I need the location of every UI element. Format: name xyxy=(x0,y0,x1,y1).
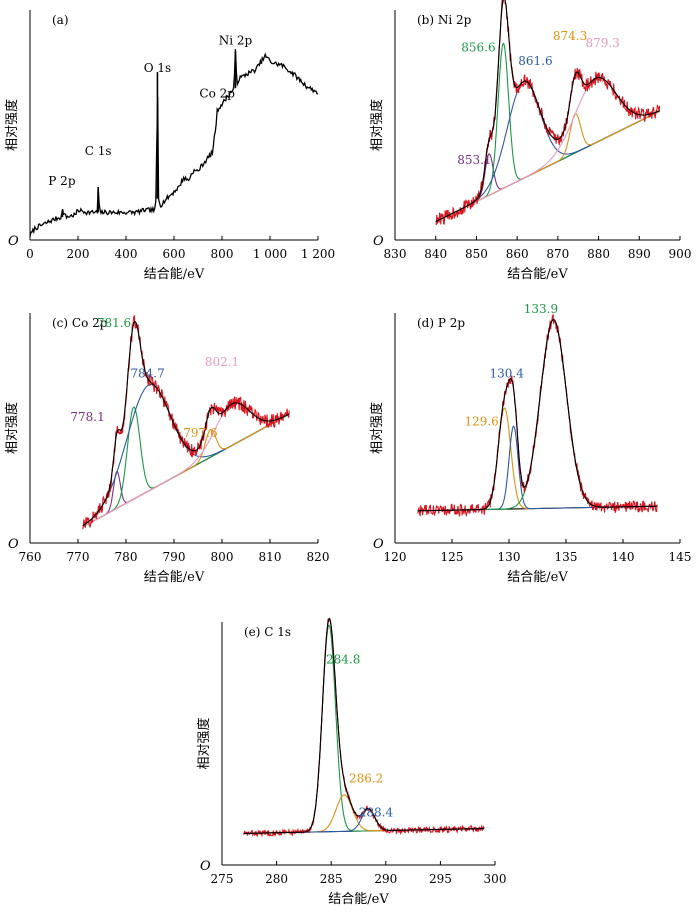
x-axis-label: 结合能/eV xyxy=(328,892,389,907)
origin-label: O xyxy=(8,234,19,249)
raw-spectrum xyxy=(435,0,661,226)
x-tick-label: 135 xyxy=(555,550,578,564)
chart-panel-a: 0 200 400 600 800 1 000 1 200 结合能/eV 相对强度 O (a) P 2… xyxy=(4,10,335,282)
raw-spectrum xyxy=(243,617,485,838)
x-axis-label: 结合能/eV xyxy=(144,570,205,585)
peak-annotation: 802.1 xyxy=(205,355,239,369)
peak-annotation: 784.7 xyxy=(130,366,164,380)
survey-line xyxy=(29,49,319,237)
origin-label: O xyxy=(373,234,384,249)
peak-annotation: 288.4 xyxy=(359,805,394,819)
x-axis-label: 结合能/eV xyxy=(144,267,205,282)
x-tick-label: 400 xyxy=(115,247,138,261)
peak-annotation: 778.1 xyxy=(70,410,104,424)
x-tick-label: 810 xyxy=(259,550,282,564)
x-tick-label: 140 xyxy=(612,550,635,564)
envelope-fit xyxy=(435,0,660,223)
x-tick-label: 280 xyxy=(265,872,288,886)
origin-label: O xyxy=(8,537,19,552)
peak-annotation: 130.4 xyxy=(490,366,525,380)
chart-panel-d: 120 125 130 135 140 145 结合能/eV 相对强度 O (d) P 2p 129… xyxy=(369,302,691,585)
x-axis-label: 结合能/eV xyxy=(507,570,568,585)
x-tick-label: 1 200 xyxy=(301,247,335,261)
peak-annotation: P 2p xyxy=(48,174,76,188)
chart-panel-c: 760 770 780 790 800 810 820 结合能/eV 相对强度 O (c) Co 2… xyxy=(4,313,329,585)
peak-annotation: 861.6 xyxy=(518,54,552,68)
x-tick-label: 290 xyxy=(374,872,397,886)
y-axis-label: 相对强度 xyxy=(4,99,20,151)
x-tick-label: 860 xyxy=(506,247,529,261)
x-tick-label: 790 xyxy=(163,550,186,564)
x-axis-label: 结合能/eV xyxy=(507,267,568,282)
raw-spectrum xyxy=(82,314,290,530)
x-tick-label: 130 xyxy=(498,550,521,564)
component-peak-781.6 xyxy=(82,406,290,528)
x-tick-label: 1 000 xyxy=(253,247,287,261)
envelope-fit xyxy=(243,617,485,834)
peak-annotation: C 1s xyxy=(85,144,112,158)
x-tick-label: 780 xyxy=(115,550,138,564)
y-axis-label: 相对强度 xyxy=(369,99,385,151)
peak-annotation: Co 2p xyxy=(199,86,235,100)
panel-label: (d) P 2p xyxy=(417,316,465,330)
peak-annotation: 133.9 xyxy=(524,302,558,316)
peak-annotation: 129.6 xyxy=(464,415,498,429)
x-tick-label: 120 xyxy=(384,550,407,564)
peak-annotation: 856.6 xyxy=(461,40,495,54)
panel-label: (e) C 1s xyxy=(244,625,291,639)
peak-annotation: 286.2 xyxy=(349,771,383,785)
origin-label: O xyxy=(200,859,211,874)
x-tick-label: 200 xyxy=(67,247,90,261)
peak-annotation: 284.8 xyxy=(326,652,360,666)
peak-annotation: 781.6 xyxy=(97,316,131,330)
x-tick-label: 800 xyxy=(211,247,234,261)
x-tick-label: 800 xyxy=(211,550,234,564)
x-tick-label: 820 xyxy=(307,550,330,564)
y-axis-label: 相对强度 xyxy=(196,717,212,769)
peak-annotation: 874.3 xyxy=(553,29,587,43)
x-tick-label: 770 xyxy=(67,550,90,564)
component-peak-284.8 xyxy=(243,624,485,834)
peak-annotation: Ni 2p xyxy=(219,34,253,48)
origin-label: O xyxy=(373,537,384,552)
component-peak-130.4 xyxy=(417,425,658,512)
peak-annotation: 879.3 xyxy=(585,36,619,50)
x-tick-label: 870 xyxy=(546,247,569,261)
peak-annotation: 853.1 xyxy=(457,153,491,167)
x-tick-label: 850 xyxy=(465,247,488,261)
panel-label: (b) Ni 2p xyxy=(417,13,472,27)
x-tick-label: 275 xyxy=(211,872,234,886)
x-tick-label: 760 xyxy=(19,550,42,564)
envelope-fit xyxy=(82,320,290,527)
x-tick-label: 840 xyxy=(424,247,447,261)
x-tick-label: 0 xyxy=(26,247,34,261)
chart-panel-e: 275 280 285 290 295 300 结合能/eV 相对强度 O (e) C 1s 284… xyxy=(196,617,507,907)
x-tick-label: 900 xyxy=(669,247,692,261)
peak-annotation: O 1s xyxy=(144,61,171,75)
x-tick-label: 600 xyxy=(163,247,186,261)
x-tick-label: 890 xyxy=(628,247,651,261)
y-axis-label: 相对强度 xyxy=(4,402,20,454)
x-tick-label: 145 xyxy=(669,550,692,564)
chart-panel-b: 830 840 850 860 870 880 890 900 结合能/eV 相对强度 O (b) N… xyxy=(369,0,691,282)
y-axis-label: 相对强度 xyxy=(369,402,385,454)
x-tick-label: 830 xyxy=(384,247,407,261)
x-tick-label: 285 xyxy=(320,872,343,886)
panel-label: (c) Co 2p xyxy=(52,316,108,330)
x-tick-label: 125 xyxy=(441,550,464,564)
x-tick-label: 880 xyxy=(587,247,610,261)
x-tick-label: 295 xyxy=(429,872,452,886)
x-tick-label: 300 xyxy=(484,872,507,886)
panel-label: (a) xyxy=(52,13,69,27)
envelope-fit xyxy=(417,319,658,512)
peak-annotation: 797.6 xyxy=(183,426,217,440)
